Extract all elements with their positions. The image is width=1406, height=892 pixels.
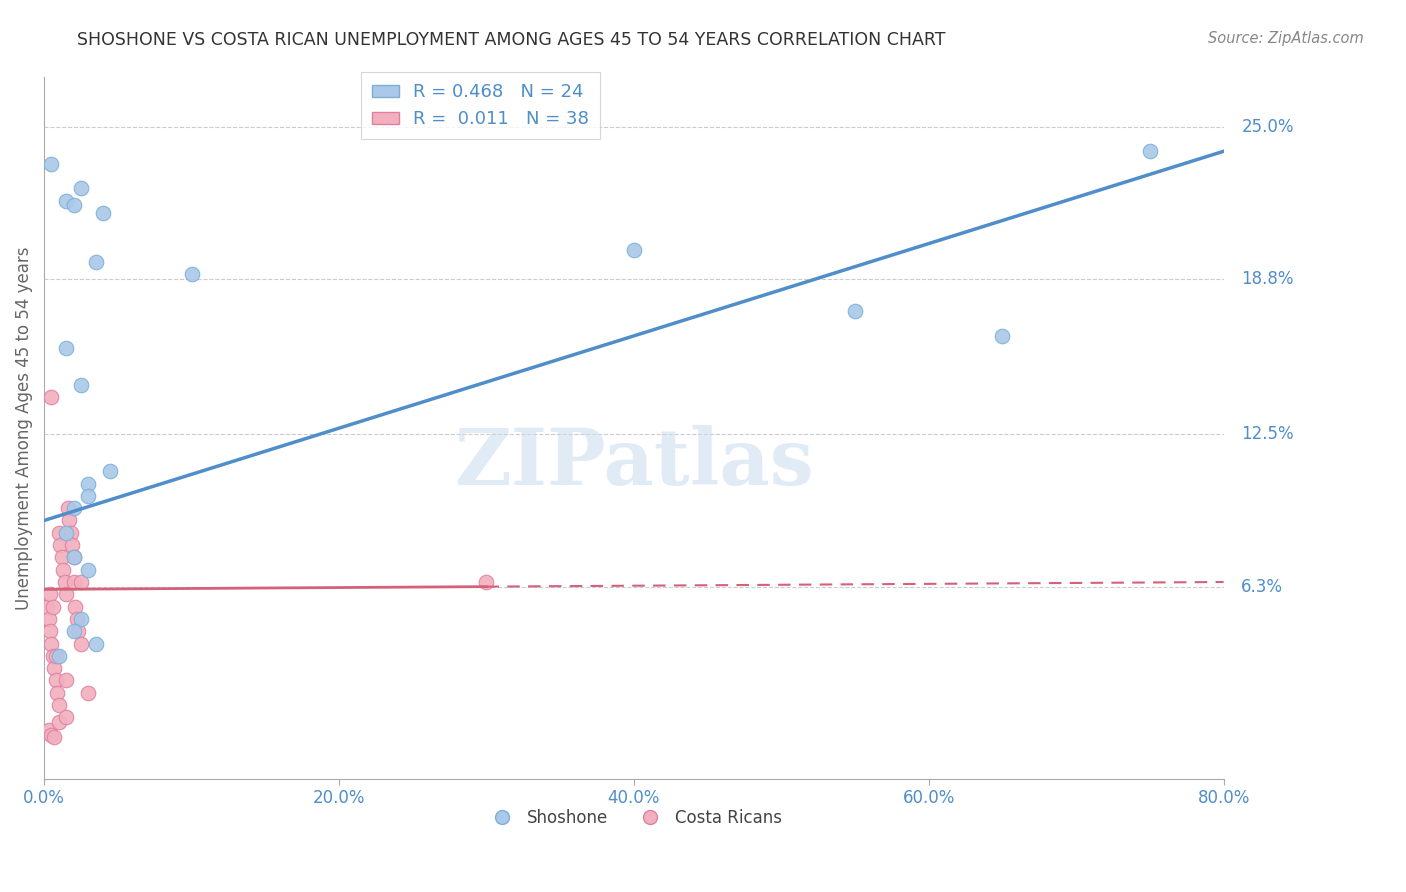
Text: 18.8%: 18.8% — [1241, 270, 1294, 288]
Point — [84, 255, 107, 269]
Point — [49, 538, 72, 552]
Point — [41, 636, 63, 650]
Point — [42, 599, 65, 614]
Point — [70, 612, 93, 626]
Point — [65, 612, 87, 626]
Point — [70, 378, 93, 392]
Point — [56, 501, 79, 516]
Text: 25.0%: 25.0% — [1241, 118, 1294, 136]
Point — [41, 391, 63, 405]
Point — [46, 686, 69, 700]
Point — [52, 563, 75, 577]
Point — [623, 243, 645, 257]
Point — [58, 513, 80, 527]
Point — [60, 538, 83, 552]
Point — [42, 648, 65, 663]
Y-axis label: Unemployment Among Ages 45 to 54 years: Unemployment Among Ages 45 to 54 years — [15, 246, 32, 610]
Text: SHOSHONE VS COSTA RICAN UNEMPLOYMENT AMONG AGES 45 TO 54 YEARS CORRELATION CHART: SHOSHONE VS COSTA RICAN UNEMPLOYMENT AMO… — [77, 31, 946, 49]
Point — [55, 194, 77, 208]
Point — [38, 612, 60, 626]
Point — [51, 550, 73, 565]
Point — [59, 525, 82, 540]
Point — [63, 599, 86, 614]
Point — [844, 304, 866, 318]
Point — [55, 525, 77, 540]
Point — [66, 624, 89, 639]
Point — [62, 574, 84, 589]
Point — [48, 698, 70, 712]
Point — [55, 673, 77, 688]
Point — [1139, 145, 1161, 159]
Point — [180, 268, 202, 282]
Point — [39, 587, 62, 601]
Point — [48, 715, 70, 730]
Point — [55, 587, 77, 601]
Point — [77, 563, 100, 577]
Text: ZIPatlas: ZIPatlas — [454, 425, 814, 501]
Text: 12.5%: 12.5% — [1241, 425, 1294, 443]
Point — [100, 464, 122, 478]
Point — [84, 636, 107, 650]
Point — [45, 648, 67, 663]
Point — [62, 550, 84, 565]
Point — [38, 723, 60, 737]
Point — [41, 728, 63, 742]
Point — [48, 525, 70, 540]
Point — [70, 181, 93, 195]
Point — [44, 730, 66, 744]
Point — [77, 489, 100, 503]
Point — [62, 501, 84, 516]
Point — [62, 624, 84, 639]
Point — [62, 550, 84, 565]
Point — [70, 574, 93, 589]
Point — [35, 599, 58, 614]
Point — [45, 673, 67, 688]
Point — [48, 648, 70, 663]
Point — [70, 636, 93, 650]
Point — [991, 329, 1014, 343]
Point — [41, 156, 63, 170]
Point — [62, 198, 84, 212]
Point — [53, 574, 76, 589]
Text: 6.3%: 6.3% — [1241, 578, 1284, 596]
Point — [39, 624, 62, 639]
Legend: Shoshone, Costa Ricans: Shoshone, Costa Ricans — [479, 803, 789, 834]
Text: Source: ZipAtlas.com: Source: ZipAtlas.com — [1208, 31, 1364, 46]
Point — [55, 341, 77, 355]
Point — [77, 686, 100, 700]
Point — [44, 661, 66, 675]
Point — [55, 710, 77, 724]
Point — [475, 574, 498, 589]
Point — [77, 476, 100, 491]
Point — [91, 206, 114, 220]
